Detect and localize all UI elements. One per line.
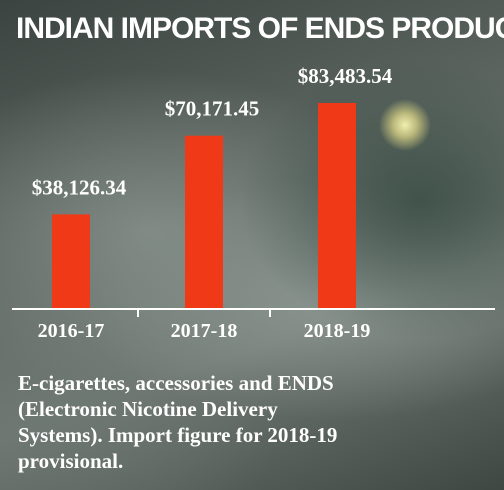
bar	[318, 103, 356, 308]
note-line: Systems). Import figure for 2018-19	[18, 423, 338, 447]
note: E-cigarettes, accessories and ENDS (Elect…	[18, 370, 337, 474]
bar	[52, 214, 90, 308]
chart-title: INDIAN IMPORTS OF ENDS PRODUCTS	[16, 12, 504, 45]
note-line: (Electronic Nicotine Delivery	[18, 397, 278, 421]
x-tick-label: 2018-19	[304, 320, 371, 342]
x-tick-label: 2016-17	[38, 320, 105, 342]
note-line: E-cigarettes, accessories and ENDS	[18, 371, 334, 395]
value-label: $38,126.34	[32, 175, 127, 199]
value-label: $70,171.45	[165, 97, 260, 121]
bar	[185, 135, 223, 308]
x-tick-label: 2017-18	[171, 320, 238, 342]
note-line: provisional.	[18, 449, 124, 473]
value-label: $83,483.54	[298, 64, 393, 88]
